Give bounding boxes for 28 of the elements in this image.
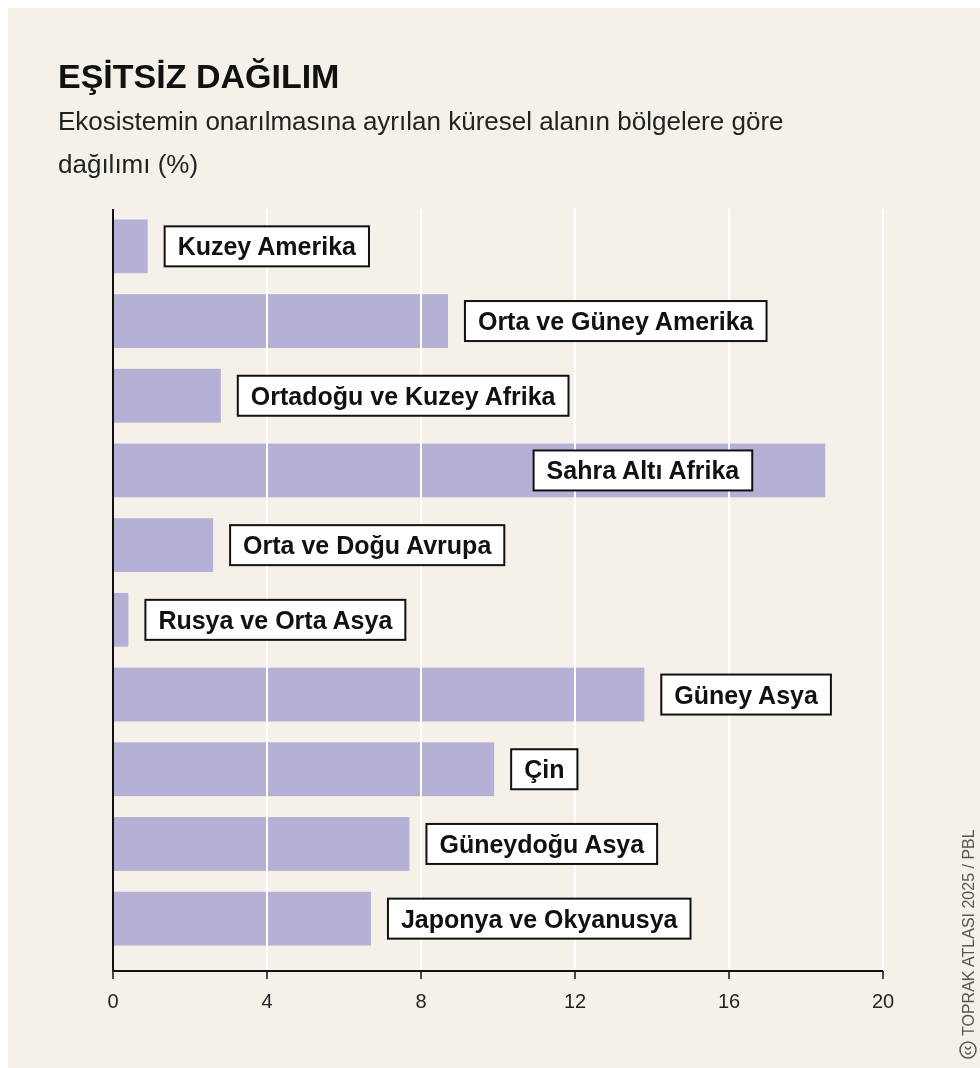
y-tick-label: Orta ve Doğu Avrupa — [243, 531, 493, 560]
x-tick-label: 8 — [415, 990, 427, 1012]
bar — [113, 294, 448, 348]
bar — [113, 518, 214, 573]
y-tick-label: Rusya ve Orta Asya — [158, 605, 394, 634]
x-tick-label: 0 — [107, 990, 119, 1012]
x-tick-label: 4 — [261, 990, 273, 1012]
x-tick-label: 12 — [563, 990, 587, 1012]
bar — [113, 817, 410, 871]
bar — [113, 219, 148, 274]
bar — [113, 592, 129, 647]
chart-title: EŞİTSİZ DAĞILIM — [58, 57, 340, 95]
y-tick-label: Ortadoğu ve Kuzey Afrika — [250, 381, 557, 410]
bar — [113, 368, 221, 423]
y-tick-label: Çin — [524, 755, 565, 784]
y-tick-label: Güney Asya — [674, 680, 819, 709]
bar — [113, 667, 645, 722]
bar — [113, 742, 495, 797]
y-tick-label: Sahra Altı Afrika — [546, 456, 741, 485]
y-tick-label: Güneydoğu Asya — [439, 829, 646, 858]
text: TOPRAK ATLASI 2025 / PBL — [960, 829, 977, 1036]
y-tick-label: Kuzey Amerika — [177, 232, 358, 261]
x-tick-label: 20 — [871, 990, 895, 1012]
bar — [113, 891, 371, 946]
chart-subtitle: Ekosistemin onarılmasına ayrılan küresel alanın bölgelere göre dağılımı (%) — [58, 106, 784, 179]
y-tick-label: Orta ve Güney Amerika — [477, 307, 755, 336]
x-tick-label: 16 — [717, 990, 741, 1012]
y-tick-label: Japonya ve Okyanusya — [400, 904, 679, 933]
